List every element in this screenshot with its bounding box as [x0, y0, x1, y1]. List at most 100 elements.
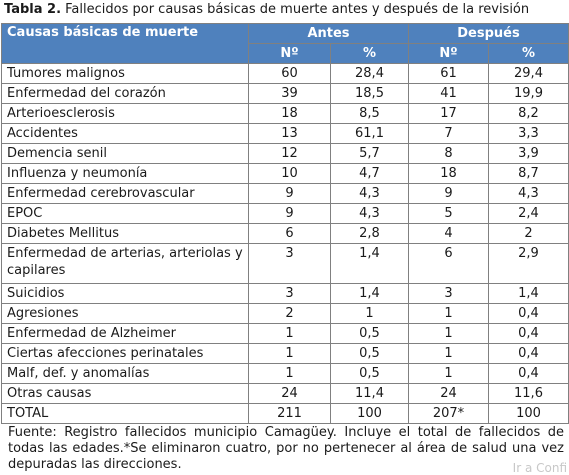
after-percent-cell: 2,9	[488, 243, 569, 284]
cause-cell: Tumores malignos	[1, 63, 249, 84]
after-count-cell: 17	[408, 103, 489, 124]
after-percent-cell: 8,2	[488, 103, 569, 124]
after-percent-cell: 19,9	[488, 83, 569, 104]
before-count-cell: 3	[248, 243, 331, 284]
table-row: Malf, def. y anomalías 1 0,5 1 0,4	[1, 363, 569, 384]
cause-cell: Demencia senil	[1, 143, 249, 164]
table-row: Enfermedad de Alzheimer 1 0,5 1 0,4	[1, 323, 569, 344]
after-percent-cell: 29,4	[488, 63, 569, 84]
table-row: EPOC 9 4,3 5 2,4	[1, 203, 569, 224]
table-row: Suicidios 3 1,4 3 1,4	[1, 283, 569, 304]
before-percent-cell: 0,5	[330, 363, 409, 384]
group-header-before: Antes	[248, 23, 409, 44]
cause-cell: EPOC	[1, 203, 249, 224]
cause-cell: Suicidios	[1, 283, 249, 304]
after-percent-cell: 8,7	[488, 163, 569, 184]
after-count-cell: 1	[408, 343, 489, 364]
table-row: Enfermedad de arterias, arteriolas y cap…	[1, 243, 569, 284]
after-count-cell: 1	[408, 323, 489, 344]
table-row: Diabetes Mellitus 6 2,8 4 2	[1, 223, 569, 244]
after-count-cell: 8	[408, 143, 489, 164]
after-count-cell: 4	[408, 223, 489, 244]
cause-cell: Agresiones	[1, 303, 249, 324]
before-percent-cell: 1	[330, 303, 409, 324]
watermark-text: Ir a Confi	[512, 461, 567, 475]
before-count-cell: 60	[248, 63, 331, 84]
after-count-cell: 207*	[408, 403, 489, 424]
before-percent-cell: 1,4	[330, 283, 409, 304]
table-row: Enfermedad del corazón 39 18,5 41 19,9	[1, 83, 569, 104]
after-count-cell: 3	[408, 283, 489, 304]
cause-cell: Enfermedad cerebrovascular	[1, 183, 249, 204]
subheader-after-count: Nº	[408, 43, 489, 64]
table-row: Ciertas afecciones perinatales 1 0,5 1 0,4	[1, 343, 569, 364]
table-row: Demencia senil 12 5,7 8 3,9	[1, 143, 569, 164]
table-row: Otras causas 24 11,4 24 11,6	[1, 383, 569, 404]
cause-cell: Enfermedad de Alzheimer	[1, 323, 249, 344]
after-percent-cell: 0,4	[488, 363, 569, 384]
before-percent-cell: 11,4	[330, 383, 409, 404]
before-percent-cell: 0,5	[330, 323, 409, 344]
cause-cell: TOTAL	[1, 403, 249, 424]
cause-cell: Malf, def. y anomalías	[1, 363, 249, 384]
before-percent-cell: 8,5	[330, 103, 409, 124]
group-header-after: Después	[408, 23, 569, 44]
before-count-cell: 211	[248, 403, 331, 424]
before-percent-cell: 0,5	[330, 343, 409, 364]
before-count-cell: 2	[248, 303, 331, 324]
before-percent-cell: 5,7	[330, 143, 409, 164]
table-caption-text: Fallecidos por causas básicas de muerte …	[61, 2, 530, 17]
after-count-cell: 1	[408, 303, 489, 324]
after-count-cell: 5	[408, 203, 489, 224]
before-count-cell: 1	[248, 363, 331, 384]
before-count-cell: 6	[248, 223, 331, 244]
before-percent-cell: 28,4	[330, 63, 409, 84]
before-percent-cell: 2,8	[330, 223, 409, 244]
after-count-cell: 9	[408, 183, 489, 204]
after-count-cell: 61	[408, 63, 489, 84]
cause-cell: Influenza y neumonía	[1, 163, 249, 184]
before-percent-cell: 61,1	[330, 123, 409, 144]
table-caption: Tabla 2. Fallecidos por causas básicas d…	[4, 1, 569, 19]
table-caption-label: Tabla 2.	[4, 2, 62, 17]
before-percent-cell: 4,7	[330, 163, 409, 184]
before-percent-cell: 4,3	[330, 203, 409, 224]
before-count-cell: 13	[248, 123, 331, 144]
mortality-table: Causas básicas de muerte Antes Después N…	[1, 23, 569, 424]
before-count-cell: 9	[248, 203, 331, 224]
after-percent-cell: 0,4	[488, 323, 569, 344]
after-percent-cell: 3,3	[488, 123, 569, 144]
before-count-cell: 3	[248, 283, 331, 304]
before-count-cell: 1	[248, 343, 331, 364]
cause-cell: Ciertas afecciones perinatales	[1, 343, 249, 364]
table-row: Accidentes 13 61,1 7 3,3	[1, 123, 569, 144]
before-count-cell: 10	[248, 163, 331, 184]
before-percent-cell: 100	[330, 403, 409, 424]
header-row-subheaders: Nº % Nº %	[2, 43, 569, 64]
before-percent-cell: 4,3	[330, 183, 409, 204]
after-count-cell: 24	[408, 383, 489, 404]
before-count-cell: 18	[248, 103, 331, 124]
cause-column-header: Causas básicas de muerte	[1, 23, 249, 64]
table-row: Enfermedad cerebrovascular 9 4,3 9 4,3	[1, 183, 569, 204]
after-percent-cell: 100	[488, 403, 569, 424]
cause-cell: Diabetes Mellitus	[1, 223, 249, 244]
after-percent-cell: 2	[488, 223, 569, 244]
after-count-cell: 41	[408, 83, 489, 104]
after-percent-cell: 1,4	[488, 283, 569, 304]
cause-cell: Enfermedad de arterias, arteriolas y cap…	[1, 243, 249, 284]
after-count-cell: 1	[408, 363, 489, 384]
subheader-before-count: Nº	[248, 43, 331, 64]
cause-cell: Enfermedad del corazón	[1, 83, 249, 104]
cause-cell: Accidentes	[1, 123, 249, 144]
after-percent-cell: 0,4	[488, 303, 569, 324]
table-row: Agresiones 2 1 1 0,4	[1, 303, 569, 324]
cause-cell: Otras causas	[1, 383, 249, 404]
subheader-after-percent: %	[488, 43, 569, 64]
after-count-cell: 18	[408, 163, 489, 184]
before-percent-cell: 1,4	[330, 243, 409, 284]
before-percent-cell: 18,5	[330, 83, 409, 104]
after-percent-cell: 4,3	[488, 183, 569, 204]
after-percent-cell: 0,4	[488, 343, 569, 364]
before-count-cell: 24	[248, 383, 331, 404]
